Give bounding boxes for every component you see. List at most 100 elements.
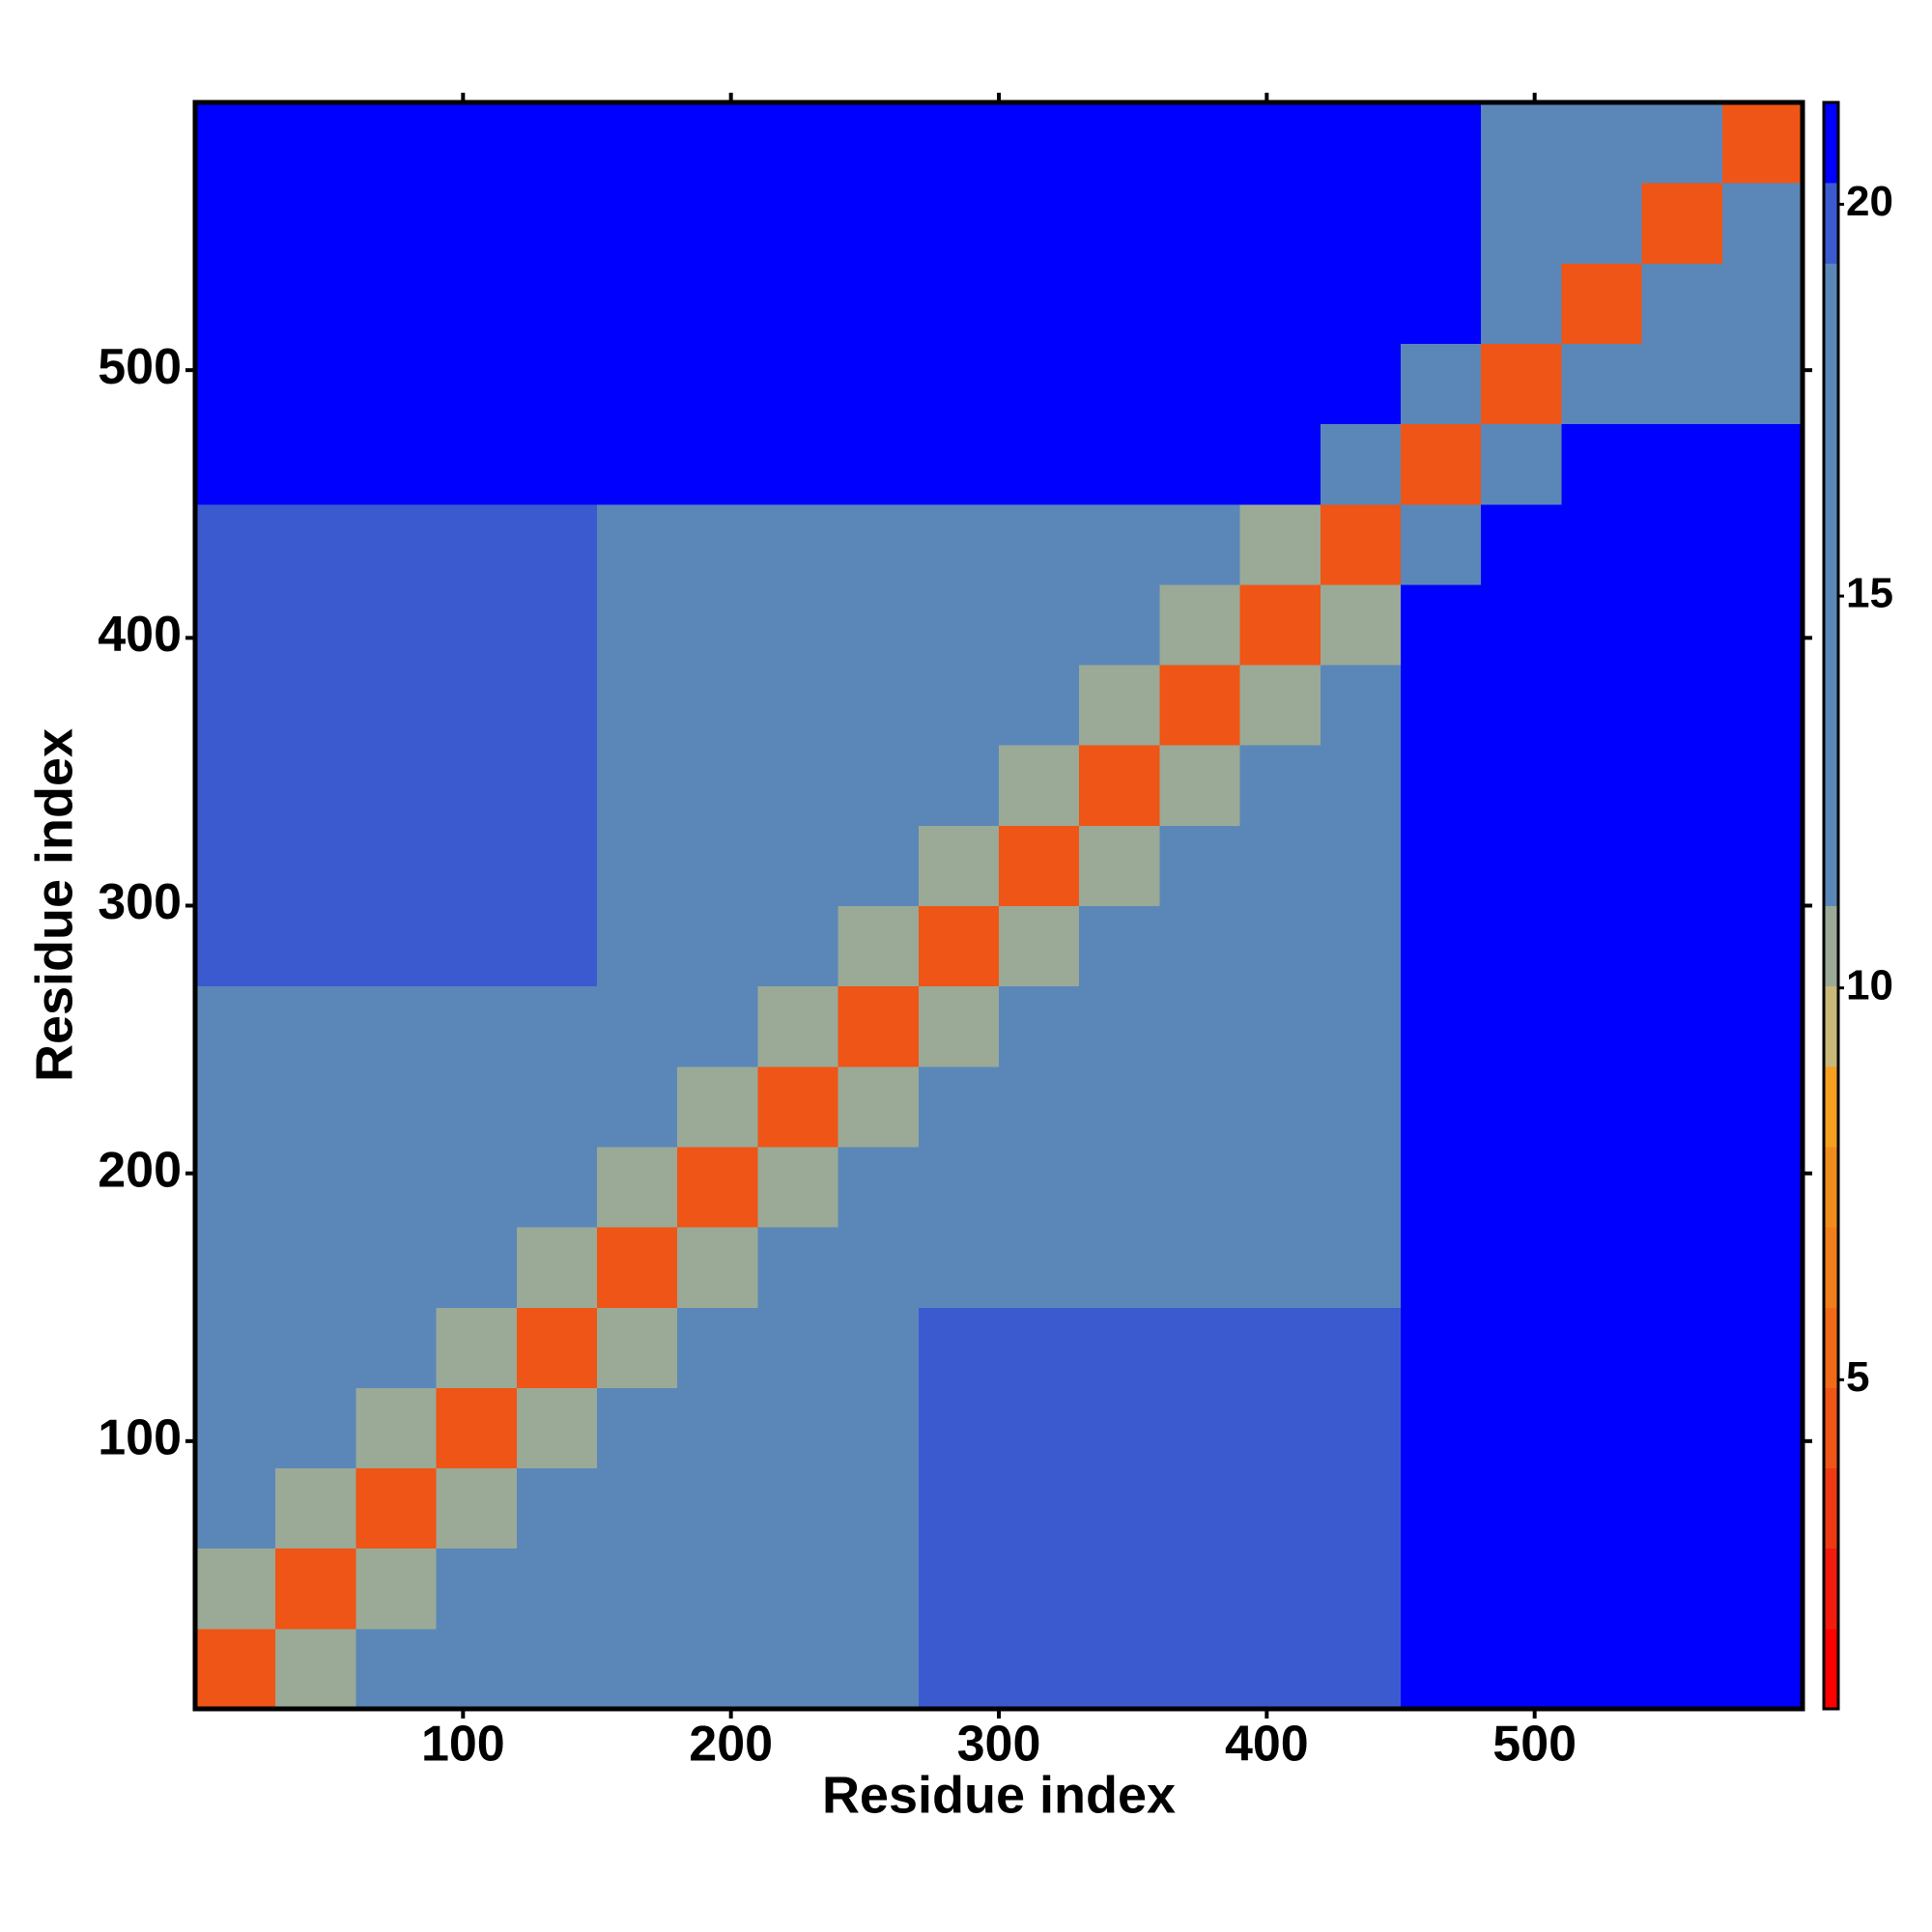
- heatmap-cell: [597, 665, 678, 746]
- heatmap-cell: [999, 1628, 1080, 1710]
- heatmap-cell: [1320, 583, 1402, 666]
- heatmap-cell: [1159, 583, 1241, 666]
- heatmap-cell: [597, 745, 678, 826]
- heatmap-cell: [1721, 1628, 1804, 1710]
- heatmap-cell: [516, 1065, 598, 1148]
- heatmap-cell: [275, 503, 356, 585]
- heatmap-cell: [1561, 985, 1643, 1067]
- heatmap-cell: [1401, 583, 1482, 666]
- heatmap-cell: [757, 583, 839, 666]
- colorbar-segment: [1824, 825, 1838, 906]
- heatmap-cell: [1721, 1307, 1804, 1388]
- heatmap-cell: [918, 343, 1000, 425]
- heatmap-cell: [436, 263, 518, 344]
- heatmap-cell: [1079, 503, 1160, 585]
- heatmap-cell: [677, 583, 758, 666]
- heatmap-cell: [516, 1227, 598, 1308]
- heatmap-cell: [516, 583, 598, 666]
- heatmap-cell: [355, 1467, 438, 1549]
- heatmap-cell: [1079, 1146, 1160, 1228]
- heatmap-cell: [1079, 1548, 1160, 1630]
- heatmap-cell: [999, 583, 1080, 666]
- heatmap-cell: [838, 905, 920, 987]
- heatmap-cell: [918, 825, 1000, 906]
- heatmap-cell: [999, 1467, 1080, 1549]
- heatmap-cell: [1401, 1467, 1482, 1549]
- heatmap-cell: [1641, 825, 1723, 906]
- heatmap-cell: [1481, 1387, 1562, 1469]
- colorbar-segment: [1824, 1387, 1838, 1469]
- colorbar-segment: [1824, 503, 1838, 585]
- colorbar-frame: [1822, 100, 1840, 1711]
- heatmap-cell: [1079, 745, 1160, 826]
- heatmap-cell: [355, 905, 438, 987]
- heatmap-cell: [195, 905, 276, 987]
- heatmap-cell: [999, 1307, 1080, 1388]
- heatmap-cell: [1159, 1628, 1241, 1710]
- heatmap-cell: [1401, 1548, 1482, 1630]
- colorbar-segment: [1824, 985, 1838, 1067]
- heatmap-cell: [999, 183, 1080, 264]
- heatmap-cell: [1079, 1065, 1160, 1148]
- heatmap-cell: [1641, 1065, 1723, 1148]
- heatmap-cell: [999, 263, 1080, 344]
- heatmap-cell: [597, 985, 678, 1067]
- heatmap-cell: [597, 1628, 678, 1710]
- heatmap-cell: [999, 1227, 1080, 1308]
- heatmap-cell: [1561, 1146, 1643, 1228]
- heatmap-cell: [1481, 1146, 1562, 1228]
- y-tick-label: 400: [98, 607, 182, 663]
- heatmap-cell: [1641, 745, 1723, 826]
- heatmap-cell: [1561, 1387, 1643, 1469]
- heatmap-cell: [677, 905, 758, 987]
- heatmap-cell: [1159, 1548, 1241, 1630]
- heatmap-cell: [436, 825, 518, 906]
- heatmap-cell: [1320, 1227, 1402, 1308]
- heatmap-cell: [677, 503, 758, 585]
- heatmap-cell: [355, 102, 438, 184]
- heatmap-cell: [1239, 102, 1321, 184]
- heatmap-cell: [436, 1065, 518, 1148]
- heatmap-cell: [999, 665, 1080, 746]
- heatmap-cell: [1159, 985, 1241, 1067]
- heatmap-cell: [757, 1467, 839, 1549]
- heatmap-cell: [838, 183, 920, 264]
- heatmap-cell: [1320, 102, 1402, 184]
- heatmap-cell: [355, 343, 438, 425]
- heatmap-cell: [597, 1467, 678, 1549]
- heatmap-cell: [757, 745, 839, 826]
- heatmap-cell: [999, 1065, 1080, 1148]
- heatmap-cell: [1239, 985, 1321, 1067]
- heatmap-cell: [1561, 825, 1643, 906]
- heatmap-cell: [1159, 343, 1241, 425]
- x-tick-label: 200: [689, 1717, 773, 1773]
- heatmap-cell: [1481, 1467, 1562, 1549]
- heatmap-cell: [1159, 1467, 1241, 1549]
- heatmap-cell: [677, 1065, 758, 1148]
- heatmap-cell: [516, 423, 598, 505]
- heatmap-cell: [275, 343, 356, 425]
- heatmap-cell: [436, 1227, 518, 1308]
- x-tick-label: 500: [1492, 1717, 1577, 1773]
- heatmap-cell: [1721, 263, 1804, 344]
- heatmap-cell: [677, 1307, 758, 1388]
- heatmap-cell: [838, 825, 920, 906]
- heatmap-cell: [757, 905, 839, 987]
- heatmap-cell: [1481, 1065, 1562, 1148]
- heatmap-cell: [1561, 263, 1643, 344]
- heatmap-cell: [275, 583, 356, 666]
- heatmap-cell: [1079, 1467, 1160, 1549]
- heatmap-cell: [918, 1307, 1000, 1388]
- heatmap-cell: [355, 745, 438, 826]
- heatmap-cell: [355, 1227, 438, 1308]
- heatmap-cell: [1320, 1387, 1402, 1469]
- heatmap-cell: [1561, 745, 1643, 826]
- heatmap-cell: [597, 583, 678, 666]
- heatmap-cell: [918, 1548, 1000, 1630]
- heatmap-cell: [1079, 1227, 1160, 1308]
- heatmap-cell: [1239, 503, 1321, 585]
- heatmap-cell: [1159, 503, 1241, 585]
- heatmap-cell: [436, 905, 518, 987]
- heatmap-cell: [1079, 102, 1160, 184]
